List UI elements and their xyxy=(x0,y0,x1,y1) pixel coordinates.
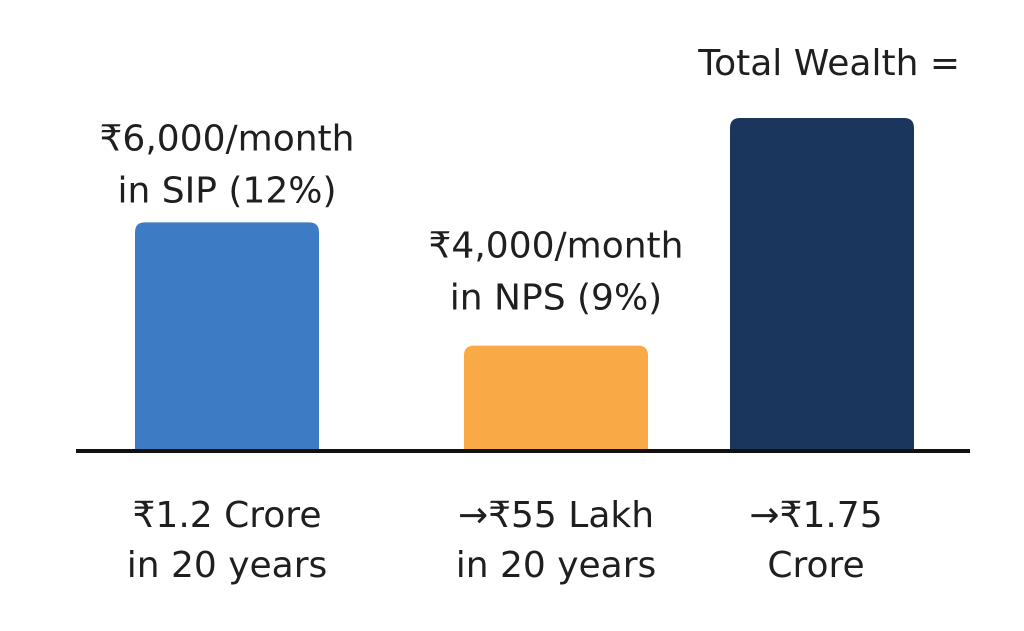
bar-nps xyxy=(464,345,648,450)
top-label-nps-2: in NPS (9%) xyxy=(450,278,662,319)
bar-total xyxy=(730,118,914,450)
top-label-nps-1: ₹4,000/month xyxy=(429,226,684,267)
bottom-label-total-1: →₹1.75 xyxy=(749,495,882,536)
bottom-label-sip-2: in 20 years xyxy=(127,545,328,586)
bottom-label-nps-1: →₹55 Lakh xyxy=(458,495,654,536)
bottom-label-nps-2: in 20 years xyxy=(456,545,657,586)
top-label-sip-2: in SIP (12%) xyxy=(118,170,337,211)
bar-sip xyxy=(135,222,319,450)
top-label-sip-1: ₹6,000/month xyxy=(100,118,355,159)
bottom-label-sip-1: ₹1.2 Crore xyxy=(133,495,322,536)
top-label-total-1: Total Wealth = xyxy=(697,43,960,84)
bottom-label-total-2: Crore xyxy=(767,545,864,586)
